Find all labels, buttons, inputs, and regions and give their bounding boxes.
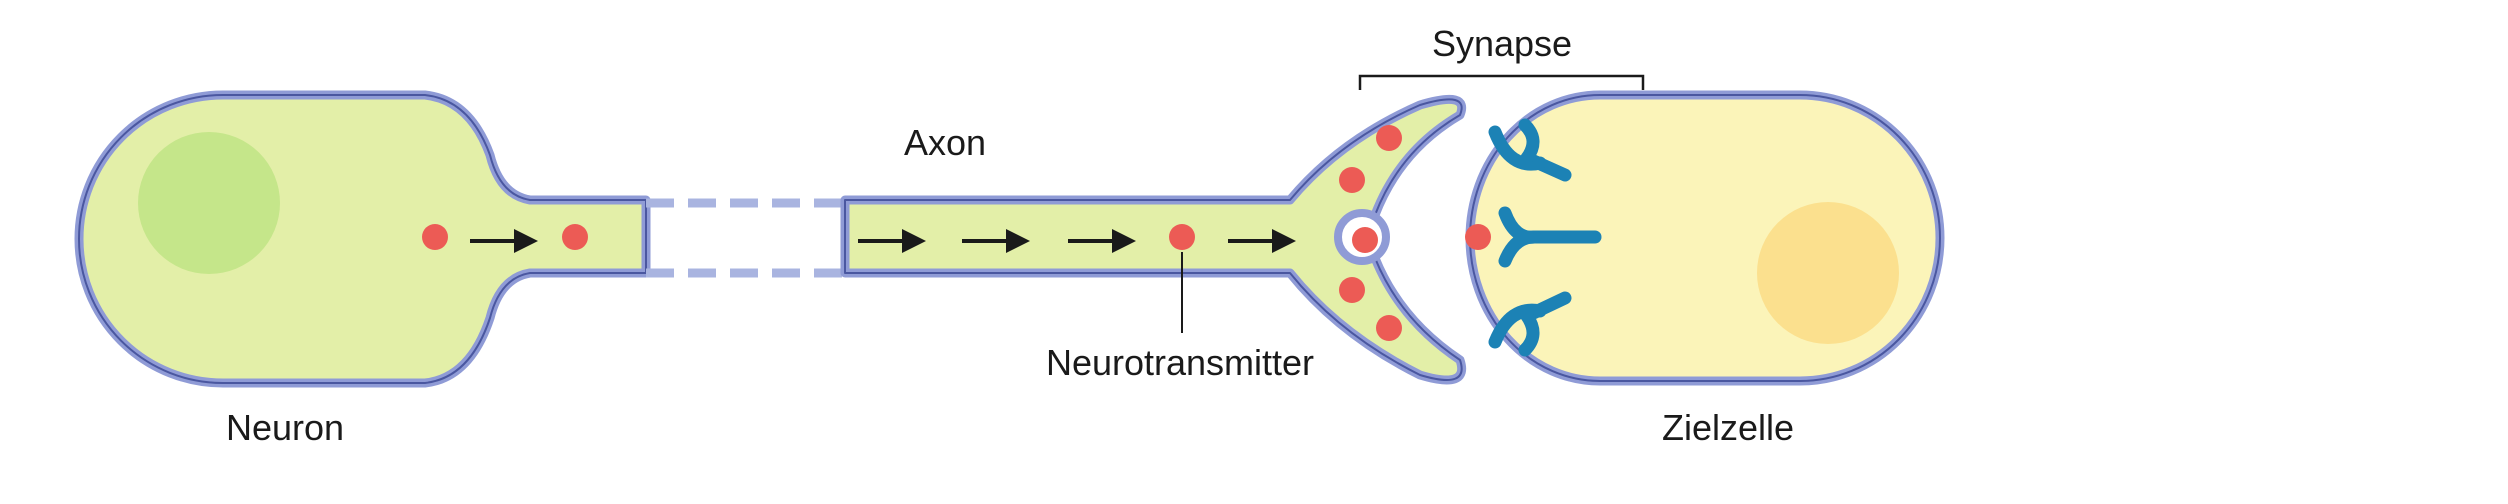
flow-arrows	[470, 229, 1296, 253]
target-cell-label: Zielzelle	[1662, 407, 1794, 448]
neurotransmitter-dot	[1352, 227, 1378, 253]
neurotransmitter-label: Neurotransmitter	[1046, 342, 1314, 383]
axon-gap-dashes	[646, 198, 845, 278]
neurotransmitter-dot	[1376, 315, 1402, 341]
neuron-nucleus	[138, 132, 280, 274]
receptor-icon	[1498, 206, 1602, 268]
receptor-icon	[1488, 291, 1572, 357]
receptors	[1488, 118, 1602, 357]
arrow-right-icon	[1228, 229, 1296, 253]
neurotransmitter-dot	[1339, 277, 1365, 303]
synapse-bracket	[1358, 74, 1645, 90]
target-cell	[1465, 90, 1945, 386]
neurotransmitter-dot	[422, 224, 448, 250]
target-nucleus	[1757, 202, 1899, 344]
neuron-label: Neuron	[226, 407, 344, 448]
receptor-icon	[1488, 118, 1572, 182]
neurotransmitter-dot	[1169, 224, 1195, 250]
neurotransmitters	[422, 125, 1491, 341]
arrow-right-icon	[470, 229, 538, 253]
arrow-right-icon	[1068, 229, 1136, 253]
arrow-right-icon	[962, 229, 1030, 253]
neurotransmitter-dot	[1339, 167, 1365, 193]
neurotransmitter-dot	[1376, 125, 1402, 151]
neurotransmitter-dot	[562, 224, 588, 250]
axon-label: Axon	[904, 122, 986, 163]
neurotransmitter-dot	[1465, 224, 1491, 250]
neuron-cell	[74, 90, 651, 388]
synapse-label: Synapse	[1432, 23, 1572, 64]
arrow-right-icon	[858, 229, 926, 253]
